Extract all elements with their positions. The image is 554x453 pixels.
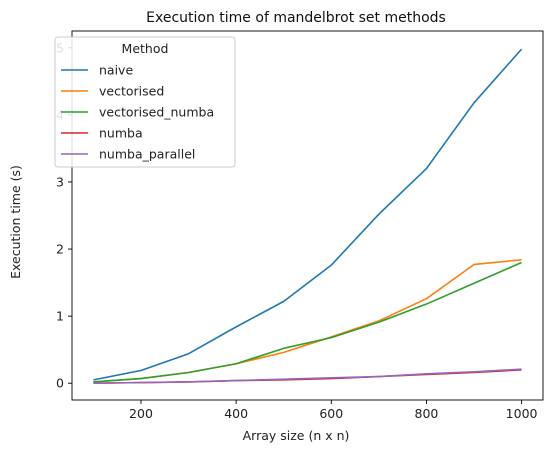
legend: Method naive vectorised vectorised_numbanum… xyxy=(54,36,236,168)
x-axis: 200 400 600 800 1000 xyxy=(129,400,538,421)
x-tick-label: 400 xyxy=(224,406,248,421)
y-tick-label: 1 xyxy=(56,309,64,324)
chart-title: Execution time of mandelbrot set methods xyxy=(146,10,446,26)
series-line-numba-parallel xyxy=(93,368,522,385)
y-tick-label: 3 xyxy=(56,174,64,189)
plot-frame xyxy=(71,30,544,401)
plot-area xyxy=(93,48,523,385)
y-tick-label: 2 xyxy=(56,242,64,257)
legend-entry: vectorised xyxy=(99,84,164,99)
legend-box xyxy=(54,36,236,168)
series-line-naive xyxy=(93,48,523,381)
legend-entry: naive xyxy=(99,63,133,78)
x-tick-label: 1000 xyxy=(506,406,538,421)
legend-entry: vectorised_numba xyxy=(99,105,214,120)
legend-title: Method xyxy=(122,41,169,56)
y-tick-label: 0 xyxy=(56,376,64,391)
x-tick-label: 800 xyxy=(415,406,439,421)
x-axis-label: Array size (n x n) xyxy=(243,428,350,443)
legend-entry: numba xyxy=(99,126,143,141)
legend-entry: numba_parallel xyxy=(99,147,195,162)
series-line-vectorised xyxy=(93,258,522,383)
y-axis-label: Execution time (s) xyxy=(8,165,23,279)
x-tick-label: 600 xyxy=(319,406,343,421)
series-line-vectorised-numba xyxy=(93,261,522,383)
x-tick-label: 200 xyxy=(129,406,153,421)
